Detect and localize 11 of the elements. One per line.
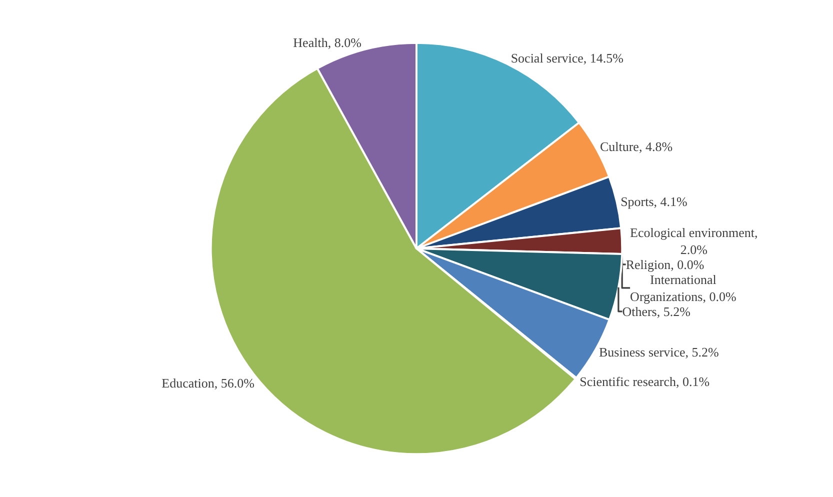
slice-label: Scientific research, 0.1% — [580, 374, 710, 389]
slice-label: Ecological environment, 2.0% — [630, 225, 758, 257]
slice-label: Health, 8.0% — [293, 34, 362, 50]
slice-label: Sports, 4.1% — [620, 194, 688, 210]
category-label: International Organizations, 0.0% — [630, 272, 736, 304]
slice-label: Others, 5.2% — [622, 304, 691, 319]
category-label: Religion, 0.0% — [626, 256, 704, 272]
slice-label: Social service, 14.5% — [510, 50, 624, 66]
slice-label: Business service, 5.2% — [598, 344, 720, 360]
slice-label: Culture, 4.8% — [600, 139, 673, 154]
slice-label: Education, 56.0% — [162, 376, 255, 391]
